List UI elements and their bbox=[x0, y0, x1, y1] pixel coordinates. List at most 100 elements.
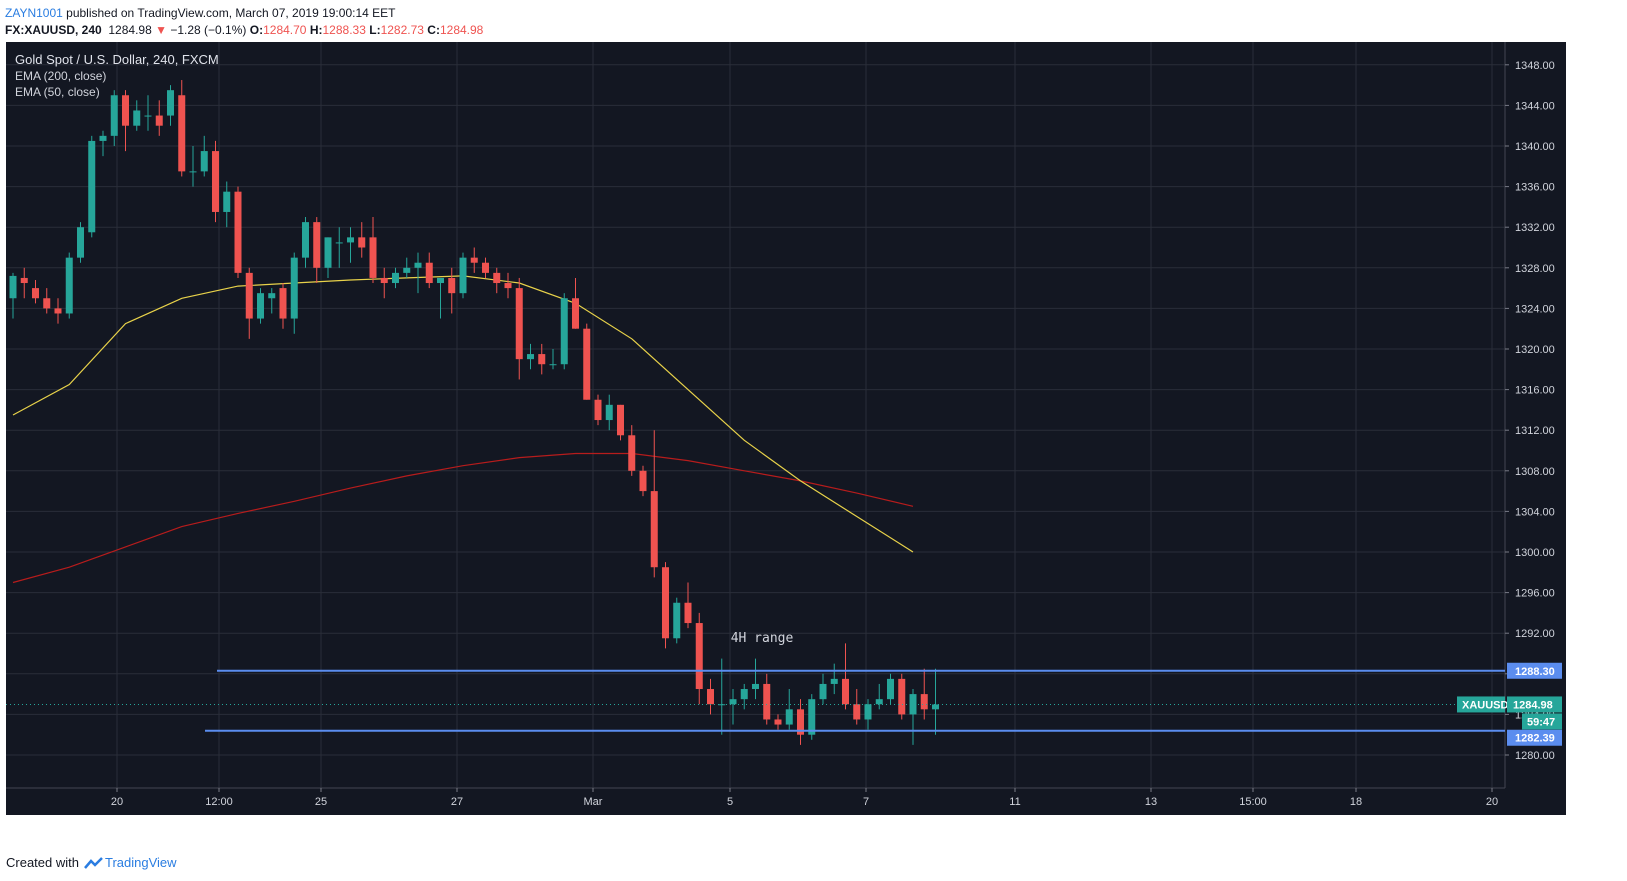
countdown-tag-text: 59:47 bbox=[1527, 716, 1555, 728]
candle-down bbox=[504, 272, 512, 299]
candle-up bbox=[9, 272, 17, 319]
candle-body bbox=[470, 257, 478, 263]
candle-down bbox=[32, 279, 39, 304]
candle-body bbox=[290, 257, 298, 319]
high-label: H: bbox=[309, 23, 323, 37]
candle-body bbox=[437, 277, 444, 284]
candle-body bbox=[718, 704, 726, 706]
candle-up bbox=[302, 217, 309, 268]
candle-body bbox=[65, 257, 73, 314]
candle-down bbox=[43, 288, 51, 314]
candle-body bbox=[572, 298, 579, 329]
y-tick-label: 1324.00 bbox=[1515, 303, 1555, 315]
candle-body bbox=[538, 354, 546, 365]
footer: Created with TradingView bbox=[6, 855, 177, 870]
candle-body bbox=[313, 222, 321, 268]
candle-body bbox=[785, 709, 793, 725]
candle-down bbox=[842, 643, 849, 710]
lower-price-tag-bg bbox=[1507, 729, 1562, 746]
candle-down bbox=[482, 257, 489, 278]
x-tick-label: 13 bbox=[1145, 796, 1157, 808]
candle-up bbox=[324, 237, 332, 278]
candle-body bbox=[763, 683, 771, 720]
candle-body bbox=[864, 704, 872, 720]
candle-down bbox=[538, 343, 546, 375]
candle-up bbox=[459, 252, 467, 299]
candle-down bbox=[639, 465, 647, 497]
x-axis-labels: 20 12:00 25 27 Mar 5 7 11 13 15:00 18 20 bbox=[111, 788, 1498, 808]
lower-price-tag: 1282.39 bbox=[1507, 729, 1562, 746]
candle-body bbox=[392, 272, 399, 284]
candle-down bbox=[594, 394, 602, 426]
candle-body bbox=[639, 470, 647, 492]
candle-up bbox=[673, 597, 681, 644]
open-label: O: bbox=[249, 23, 264, 37]
candle-body bbox=[774, 719, 782, 725]
author-name[interactable]: ZAYN1001 bbox=[5, 6, 63, 20]
x-tick-label: 11 bbox=[1009, 796, 1020, 808]
candle-body bbox=[403, 267, 411, 273]
y-tick-label: 1292.00 bbox=[1515, 628, 1555, 640]
candle-up bbox=[549, 349, 557, 370]
y-tick-label: 1320.00 bbox=[1515, 344, 1555, 356]
candle-up bbox=[785, 689, 793, 730]
x-tick-label: 20 bbox=[1486, 796, 1498, 808]
symbol-line: FX:XAUUSD, 240 1284.98 ▼ −1.28 (−0.1%) O… bbox=[5, 22, 483, 38]
candle-down bbox=[572, 277, 579, 329]
candle-body bbox=[662, 567, 669, 639]
ema50-legend[interactable]: EMA (50, close) bbox=[15, 85, 100, 99]
y-tick-label: 1348.00 bbox=[1515, 60, 1555, 72]
candle-body bbox=[684, 602, 692, 624]
candle-down bbox=[774, 714, 782, 730]
price-change: −1.28 (−0.1%) bbox=[170, 23, 247, 37]
candle-down bbox=[54, 298, 62, 324]
candle-body bbox=[797, 709, 804, 735]
candle-body bbox=[830, 678, 838, 684]
candle-down bbox=[684, 582, 692, 629]
candle-body bbox=[178, 95, 186, 172]
candle-body bbox=[448, 277, 456, 294]
candle-down bbox=[898, 673, 906, 720]
y-tick-label: 1332.00 bbox=[1515, 222, 1555, 234]
candle-down bbox=[470, 247, 478, 273]
created-with-text: Created with bbox=[6, 855, 79, 870]
ema200-legend[interactable]: EMA (200, close) bbox=[15, 69, 107, 83]
candle-body bbox=[527, 354, 534, 360]
candle-body bbox=[167, 90, 174, 116]
candle-body bbox=[189, 171, 197, 173]
symbol-tag-text: XAUUSD bbox=[1462, 699, 1509, 711]
low-label: L: bbox=[369, 23, 381, 37]
x-tick-label: 5 bbox=[727, 796, 733, 808]
candle-up bbox=[605, 394, 613, 431]
candle-down bbox=[369, 217, 377, 284]
candle-body bbox=[875, 699, 883, 705]
countdown-tag-bg bbox=[1522, 713, 1562, 730]
candle-body bbox=[9, 275, 17, 299]
candle-down bbox=[628, 425, 636, 476]
candle-body bbox=[99, 135, 107, 141]
candle-up bbox=[257, 288, 264, 324]
x-tick-label: 7 bbox=[863, 796, 869, 808]
candle-down bbox=[122, 90, 129, 152]
publish-info: ZAYN1001 published on TradingView.com, M… bbox=[5, 5, 395, 21]
y-tick-label: 1328.00 bbox=[1515, 263, 1555, 275]
x-tick-label: Mar bbox=[584, 796, 603, 808]
candle-down bbox=[380, 267, 388, 299]
candle-body bbox=[898, 678, 906, 715]
chart-background bbox=[6, 42, 1566, 815]
candle-up bbox=[403, 257, 411, 278]
candle-body bbox=[200, 151, 208, 172]
tradingview-logo[interactable]: TradingView bbox=[83, 855, 177, 870]
x-tick-label: 20 bbox=[111, 796, 123, 808]
x-tick-label: 25 bbox=[315, 796, 327, 808]
candle-down bbox=[425, 252, 433, 289]
candle-body bbox=[605, 404, 613, 421]
last-price: 1284.98 bbox=[108, 23, 152, 37]
candle-up bbox=[347, 227, 354, 263]
range-lines[interactable] bbox=[6, 669, 1505, 732]
candle-body bbox=[347, 237, 354, 243]
candle-up bbox=[560, 293, 568, 370]
y-tick-label: 1344.00 bbox=[1515, 100, 1555, 112]
candle-body bbox=[617, 404, 624, 436]
